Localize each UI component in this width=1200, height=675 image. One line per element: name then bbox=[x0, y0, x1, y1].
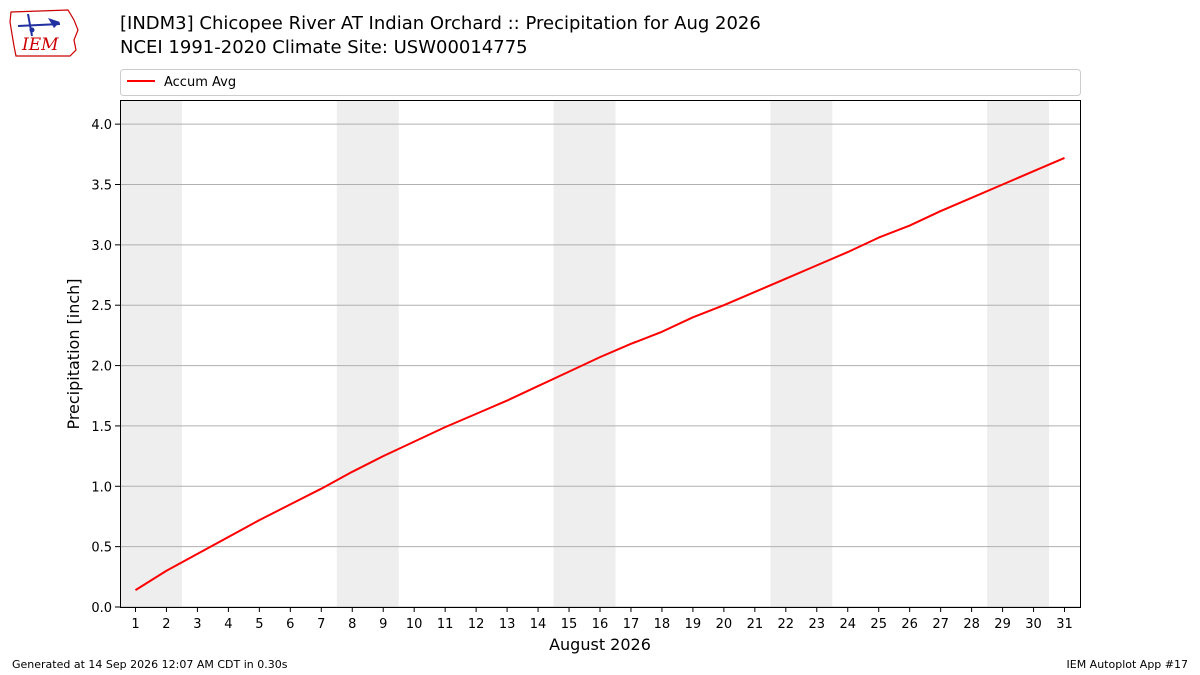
y-tick-label: 1.0 bbox=[91, 480, 112, 495]
data-point bbox=[289, 503, 291, 505]
generated-timestamp: Generated at 14 Sep 2026 12:07 AM CDT in… bbox=[12, 658, 288, 671]
data-point bbox=[196, 553, 198, 555]
x-tick-label: 10 bbox=[406, 617, 423, 632]
data-point bbox=[940, 210, 942, 212]
y-tick-label: 1.5 bbox=[91, 420, 112, 435]
series-line-accum-avg bbox=[134, 157, 1065, 591]
legend-box bbox=[120, 69, 1081, 96]
data-point bbox=[1064, 157, 1066, 159]
x-tick-label: 15 bbox=[561, 617, 578, 632]
data-point bbox=[599, 356, 601, 358]
data-point bbox=[475, 413, 477, 415]
x-tick-label: 11 bbox=[437, 617, 454, 632]
data-point bbox=[227, 536, 229, 538]
data-point bbox=[847, 251, 849, 253]
data-point bbox=[351, 471, 353, 473]
x-tick-label: 4 bbox=[224, 617, 232, 632]
data-point bbox=[537, 385, 539, 387]
x-tick-label: 9 bbox=[379, 617, 387, 632]
y-tick-label: 0.0 bbox=[91, 601, 112, 616]
x-tick-label: 3 bbox=[193, 617, 201, 632]
x-tick-label: 5 bbox=[255, 617, 263, 632]
y-tick-label: 4.0 bbox=[91, 118, 112, 133]
x-tick-label: 13 bbox=[499, 617, 516, 632]
logo-cup bbox=[29, 27, 35, 33]
x-tick-label: 30 bbox=[1025, 617, 1042, 632]
x-axis-label: August 2026 bbox=[549, 635, 651, 654]
x-tick-label: 14 bbox=[530, 617, 547, 632]
data-point bbox=[382, 455, 384, 457]
data-point bbox=[878, 237, 880, 239]
x-tick-label: 21 bbox=[747, 617, 764, 632]
x-tick-label: 7 bbox=[317, 617, 325, 632]
x-tick-label: 28 bbox=[963, 617, 980, 632]
x-tick-label: 22 bbox=[778, 617, 795, 632]
legend-label: Accum Avg bbox=[164, 75, 236, 90]
x-tick-label: 6 bbox=[286, 617, 294, 632]
data-point bbox=[134, 589, 136, 591]
x-tick-label: 24 bbox=[839, 617, 856, 632]
weekend-band bbox=[120, 100, 182, 607]
y-axis-label: Precipitation [inch] bbox=[64, 278, 83, 429]
weekend-band bbox=[336, 100, 399, 607]
data-point bbox=[413, 441, 415, 443]
x-tick-label: 27 bbox=[932, 617, 949, 632]
x-tick-label: 18 bbox=[654, 617, 671, 632]
x-tick-label: 23 bbox=[809, 617, 826, 632]
y-tick-label: 2.0 bbox=[91, 360, 112, 375]
data-point bbox=[692, 316, 694, 318]
chart-subtitle: NCEI 1991-2020 Climate Site: USW00014775 bbox=[120, 37, 528, 58]
data-point bbox=[444, 426, 446, 428]
y-tick-label: 3.0 bbox=[91, 239, 112, 254]
weekend-bands bbox=[120, 100, 1050, 607]
x-tick-label: 25 bbox=[870, 617, 887, 632]
x-tick-label: 17 bbox=[623, 617, 640, 632]
x-tick-label: 20 bbox=[716, 617, 733, 632]
y-tick-label: 0.5 bbox=[91, 541, 112, 556]
legend: Accum Avg bbox=[120, 69, 1081, 96]
x-tick-label: 29 bbox=[994, 617, 1011, 632]
x-tick-label: 8 bbox=[348, 617, 356, 632]
data-point bbox=[258, 519, 260, 521]
x-tick-label: 2 bbox=[162, 617, 170, 632]
x-tick-label: 1 bbox=[131, 617, 139, 632]
x-axis: 1 2 3 4 5 6 7 8 9 10 11 12 13 14 15 16 17 18 19 20 21 22 23 24 2… bbox=[131, 607, 1073, 632]
data-point bbox=[661, 331, 663, 333]
data-point bbox=[785, 278, 787, 280]
data-point bbox=[1033, 170, 1035, 172]
y-tick-label: 3.5 bbox=[91, 179, 112, 194]
y-axis: 0.0 0.5 1.0 1.5 2.0 2.5 3.0 3.5 4.0 bbox=[91, 118, 120, 616]
x-tick-label: 31 bbox=[1056, 617, 1073, 632]
x-tick-label: 12 bbox=[468, 617, 485, 632]
app-label: IEM Autoplot App #17 bbox=[1066, 658, 1189, 671]
data-point bbox=[630, 343, 632, 345]
iowa-outline-shape bbox=[9, 9, 79, 57]
weekend-band bbox=[770, 100, 833, 607]
logo-vane bbox=[48, 18, 60, 28]
y-tick-label: 2.5 bbox=[91, 299, 112, 314]
data-point bbox=[816, 264, 818, 266]
data-point bbox=[754, 291, 756, 293]
x-tick-label: 16 bbox=[592, 617, 609, 632]
data-point bbox=[568, 371, 570, 373]
x-tick-label: 19 bbox=[685, 617, 702, 632]
data-point bbox=[723, 304, 725, 306]
data-point bbox=[909, 225, 911, 227]
data-point bbox=[320, 488, 322, 490]
chart-title: [INDM3] Chicopee River AT Indian Orchard… bbox=[120, 13, 761, 34]
data-point bbox=[1002, 184, 1004, 186]
data-point bbox=[165, 570, 167, 572]
weekend-band bbox=[987, 100, 1050, 607]
x-tick-label: 26 bbox=[901, 617, 918, 632]
logo-text: IEM bbox=[21, 35, 59, 55]
data-point bbox=[971, 197, 973, 199]
iem-logo: IEM bbox=[9, 9, 79, 57]
series-layer bbox=[134, 157, 1065, 591]
data-point bbox=[506, 400, 508, 402]
